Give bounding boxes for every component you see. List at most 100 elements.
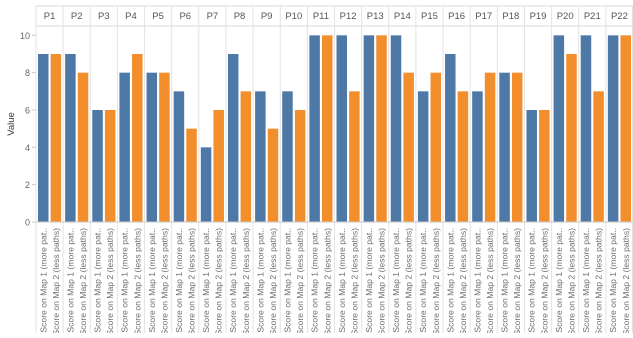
bar-map1 [363, 35, 375, 223]
bar-map1 [255, 91, 266, 222]
x-tick-label: Score on Map 2 (less paths) [132, 228, 142, 333]
bar-map1 [92, 110, 103, 222]
bar-map1 [65, 54, 76, 222]
x-tick-label: Score on Map 1 (more pat.. [65, 228, 75, 333]
x-tick-label: Score on Map 1 (more pat.. [554, 228, 564, 333]
x-tick-label: Score on Map 2 (less paths) [322, 228, 332, 333]
x-tick-label: Score on Map 1 (more pat.. [228, 228, 238, 333]
bar-map2 [240, 91, 252, 222]
bar-map1 [607, 35, 619, 223]
panel-header-label: P14 [394, 11, 411, 22]
panel-header-label: P10 [285, 11, 302, 22]
bar-map2 [430, 72, 442, 223]
panel-header-label: P5 [152, 11, 164, 22]
bar-map2 [267, 128, 279, 222]
x-tick-label: Score on Map 2 (less paths) [78, 228, 88, 333]
bar-map1 [200, 147, 212, 222]
panel-header-label: P19 [530, 11, 547, 22]
x-tick-label: Score on Map 1 (more pat.. [93, 228, 103, 333]
bar-map2 [376, 35, 387, 223]
bar-map2 [50, 54, 62, 222]
bar-map2 [132, 54, 143, 222]
bar-map1 [526, 110, 537, 222]
x-tick-label: Score on Map 1 (more pat.. [364, 228, 374, 333]
bar-map2 [620, 35, 631, 223]
x-tick-label: Score on Map 1 (more pat.. [174, 228, 184, 333]
x-tick-label: Score on Map 1 (more pat.. [527, 228, 537, 333]
x-tick-label: Score on Map 2 (less paths) [594, 228, 604, 333]
panel-header-label: P2 [71, 11, 83, 22]
y-tick-label: 2 [25, 180, 30, 190]
y-tick-label: 6 [25, 106, 30, 116]
x-tick-label: Score on Map 1 (more pat.. [337, 228, 347, 333]
panel-header-label: P22 [611, 11, 628, 22]
bar-map2 [511, 72, 523, 223]
bar-map2 [104, 110, 116, 222]
x-tick-label: Score on Map 2 (less paths) [51, 228, 61, 333]
bar-map1 [499, 72, 510, 223]
x-tick-label: Score on Map 2 (less paths) [377, 228, 387, 333]
bar-map1 [38, 54, 49, 222]
panel-header-label: P16 [448, 11, 465, 22]
x-tick-label: Score on Map 1 (more pat.. [310, 228, 320, 333]
x-tick-label: Score on Map 2 (less paths) [105, 228, 115, 333]
bar-map2 [213, 110, 224, 222]
bar-map2 [77, 72, 89, 223]
bar-map1 [417, 91, 429, 222]
bar-map2 [186, 128, 197, 222]
bar-map1 [146, 72, 158, 223]
x-tick-label: Score on Map 2 (less paths) [295, 228, 305, 333]
bar-map1 [390, 35, 402, 223]
bar-map1 [309, 35, 320, 223]
x-tick-label: Score on Map 1 (more pat.. [38, 228, 48, 333]
x-tick-label: Score on Map 2 (less paths) [404, 228, 414, 333]
y-tick-label: 8 [25, 68, 30, 78]
y-tick-label: 0 [25, 218, 30, 228]
panel-header-label: P20 [557, 11, 574, 22]
x-tick-label: Score on Map 1 (more pat.. [391, 228, 401, 333]
y-tick-label: 10 [20, 31, 30, 41]
x-tick-label: Score on Map 1 (more pat.. [201, 228, 211, 333]
x-tick-label: Score on Map 1 (more pat.. [147, 228, 157, 333]
x-tick-label: Score on Map 2 (less paths) [349, 228, 359, 333]
x-tick-label: Score on Map 1 (more pat.. [120, 228, 130, 333]
y-axis-title: Value [6, 112, 17, 136]
panel-header-label: P4 [125, 11, 137, 22]
panel-header-label: P18 [502, 11, 519, 22]
panel-header-label: P17 [475, 11, 492, 22]
bar-map2 [539, 110, 550, 222]
x-tick-label: Score on Map 1 (more pat.. [255, 228, 265, 333]
x-tick-label: Score on Map 2 (less paths) [187, 228, 197, 333]
bar-map2 [457, 91, 469, 222]
x-tick-label: Score on Map 2 (less paths) [431, 228, 441, 333]
x-tick-label: Score on Map 2 (less paths) [268, 228, 278, 333]
x-tick-label: Score on Map 2 (less paths) [241, 228, 251, 333]
panel-header-label: P6 [179, 11, 191, 22]
x-tick-label: Score on Map 2 (less paths) [485, 228, 495, 333]
bar-map2 [322, 35, 333, 223]
x-tick-label: Score on Map 2 (less paths) [159, 228, 169, 333]
panel-header-label: P21 [584, 11, 601, 22]
x-tick-label: Score on Map 1 (more pat.. [445, 228, 455, 333]
x-tick-label: Score on Map 1 (more pat.. [581, 228, 591, 333]
panel-header-label: P13 [367, 11, 384, 22]
bar-map2 [566, 54, 577, 222]
panel-header-label: P7 [207, 11, 219, 22]
bar-map2 [349, 91, 360, 222]
bar-map2 [403, 72, 414, 223]
y-tick-label: 4 [25, 143, 30, 153]
panel-header-label: P9 [261, 11, 273, 22]
panel-header-label: P11 [313, 11, 329, 22]
x-tick-label: Score on Map 1 (more pat.. [608, 228, 618, 333]
x-tick-label: Score on Map 2 (less paths) [214, 228, 224, 333]
bar-map2 [159, 72, 170, 223]
x-tick-label: Score on Map 1 (more pat.. [418, 228, 428, 333]
x-tick-label: Score on Map 1 (more pat.. [282, 228, 292, 333]
panel-header-label: P3 [98, 11, 110, 22]
bar-map2 [484, 72, 496, 223]
x-tick-label: Score on Map 1 (more pat.. [500, 228, 510, 333]
bar-map1 [472, 91, 483, 222]
bar-map2 [593, 91, 604, 222]
